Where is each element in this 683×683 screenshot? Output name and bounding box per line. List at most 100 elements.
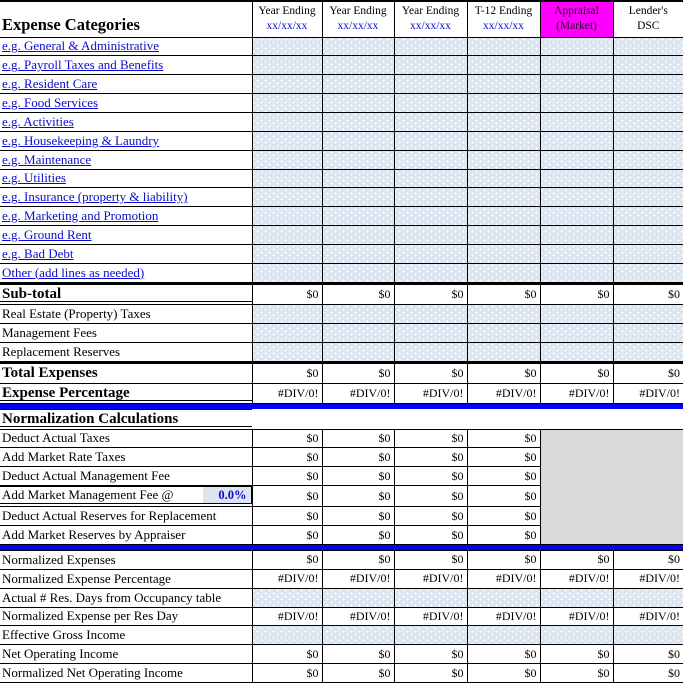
- header-year-ending-2[interactable]: Year Ending xx/xx/xx: [321, 0, 395, 38]
- input-cell[interactable]: [466, 187, 541, 208]
- value-cell[interactable]: $0: [393, 281, 468, 305]
- header-year-ending-1[interactable]: Year Ending xx/xx/xx: [251, 0, 323, 38]
- input-cell[interactable]: [393, 322, 468, 343]
- value-cell[interactable]: $0: [393, 549, 468, 570]
- row-label-cell[interactable]: Total Expenses: [0, 360, 253, 384]
- value-cell[interactable]: $0: [393, 663, 468, 683]
- input-cell[interactable]: [466, 625, 541, 646]
- value-cell[interactable]: #DIV/0!: [612, 568, 683, 589]
- row-label-cell[interactable]: e.g. Housekeeping & Laundry: [0, 130, 253, 151]
- row-label-cell[interactable]: e.g. Utilities: [0, 168, 253, 189]
- value-cell[interactable]: $0: [321, 447, 395, 468]
- value-cell[interactable]: $0: [612, 360, 683, 384]
- row-label-cell[interactable]: Normalized Expense Percentage: [0, 568, 253, 589]
- value-cell[interactable]: #DIV/0!: [539, 382, 614, 404]
- row-label-cell[interactable]: Management Fees: [0, 322, 253, 343]
- input-cell[interactable]: [466, 168, 541, 189]
- row-label-cell[interactable]: Deduct Actual Management Fee: [0, 466, 253, 487]
- value-cell[interactable]: #DIV/0!: [466, 382, 541, 404]
- input-cell[interactable]: [321, 55, 395, 76]
- input-cell[interactable]: [612, 187, 683, 208]
- row-label-cell[interactable]: Add Market Management Fee @ 0.0%: [0, 486, 252, 505]
- input-cell[interactable]: [393, 262, 468, 284]
- value-cell[interactable]: $0: [251, 525, 323, 545]
- value-cell[interactable]: $0: [539, 644, 614, 665]
- value-cell[interactable]: #DIV/0!: [321, 382, 395, 404]
- input-cell[interactable]: [539, 587, 614, 608]
- input-cell[interactable]: [539, 262, 614, 284]
- input-cell[interactable]: [393, 36, 468, 57]
- value-cell[interactable]: $0: [393, 525, 468, 545]
- row-label-cell[interactable]: e.g. Maintenance: [0, 149, 253, 170]
- value-cell[interactable]: #DIV/0!: [321, 568, 395, 589]
- input-cell[interactable]: [393, 168, 468, 189]
- value-cell[interactable]: $0: [251, 466, 323, 487]
- input-cell[interactable]: [612, 55, 683, 76]
- value-cell[interactable]: $0: [251, 644, 323, 665]
- input-cell[interactable]: [251, 93, 323, 113]
- input-cell[interactable]: [466, 303, 541, 324]
- value-cell[interactable]: $0: [393, 428, 468, 449]
- value-cell[interactable]: $0: [466, 506, 541, 527]
- input-cell[interactable]: [321, 187, 395, 208]
- value-cell[interactable]: $0: [466, 663, 541, 683]
- row-label-cell[interactable]: Normalized Expense per Res Day: [0, 606, 253, 627]
- input-cell[interactable]: [393, 111, 468, 132]
- value-cell[interactable]: $0: [466, 644, 541, 665]
- row-label-cell[interactable]: Net Operating Income: [0, 644, 253, 665]
- value-cell[interactable]: $0: [251, 663, 323, 683]
- input-cell[interactable]: [539, 168, 614, 189]
- row-label-cell[interactable]: Add Market Reserves by Appraiser: [0, 525, 253, 545]
- row-label-cell[interactable]: Expense Percentage: [0, 382, 253, 404]
- value-cell[interactable]: #DIV/0!: [321, 606, 395, 627]
- input-cell[interactable]: [251, 130, 323, 151]
- input-cell[interactable]: [612, 303, 683, 324]
- header-expense-categories[interactable]: Expense Categories: [0, 0, 253, 38]
- row-label-cell[interactable]: Deduct Actual Taxes: [0, 428, 253, 449]
- input-cell[interactable]: [612, 130, 683, 151]
- value-cell[interactable]: $0: [251, 428, 323, 449]
- value-cell[interactable]: $0: [393, 447, 468, 468]
- value-cell[interactable]: $0: [321, 644, 395, 665]
- row-label-cell[interactable]: Other (add lines as needed): [0, 262, 253, 284]
- input-cell[interactable]: [321, 130, 395, 151]
- value-cell[interactable]: $0: [321, 525, 395, 545]
- input-cell[interactable]: [251, 243, 323, 264]
- row-label-cell[interactable]: e.g. Bad Debt: [0, 243, 253, 264]
- row-label-cell[interactable]: Normalized Net Operating Income: [0, 663, 253, 683]
- input-cell[interactable]: [466, 36, 541, 57]
- input-cell[interactable]: [466, 206, 541, 227]
- value-cell[interactable]: $0: [393, 506, 468, 527]
- input-cell[interactable]: [612, 262, 683, 284]
- row-label-cell[interactable]: e.g. Food Services: [0, 93, 253, 113]
- input-cell[interactable]: [539, 625, 614, 646]
- input-cell[interactable]: [321, 322, 395, 343]
- input-cell[interactable]: [466, 93, 541, 113]
- input-cell[interactable]: [321, 206, 395, 227]
- input-cell[interactable]: [393, 303, 468, 324]
- input-cell[interactable]: [539, 74, 614, 95]
- input-cell[interactable]: [539, 130, 614, 151]
- value-cell[interactable]: #DIV/0!: [539, 606, 614, 627]
- input-cell[interactable]: [251, 262, 323, 284]
- input-cell[interactable]: [251, 74, 323, 95]
- row-label-cell[interactable]: Replacement Reserves: [0, 341, 253, 363]
- input-cell[interactable]: [612, 587, 683, 608]
- input-cell[interactable]: [321, 149, 395, 170]
- input-cell[interactable]: [466, 341, 541, 363]
- value-cell[interactable]: $0: [466, 485, 541, 508]
- input-cell[interactable]: [466, 130, 541, 151]
- input-cell[interactable]: [321, 93, 395, 113]
- input-cell[interactable]: [466, 55, 541, 76]
- row-label-cell[interactable]: e.g. General & Administrative: [0, 36, 253, 57]
- value-cell[interactable]: $0: [466, 281, 541, 305]
- input-cell[interactable]: [539, 225, 614, 245]
- input-cell[interactable]: [321, 243, 395, 264]
- row-label-cell[interactable]: Real Estate (Property) Taxes: [0, 303, 253, 324]
- input-cell[interactable]: [251, 341, 323, 363]
- input-cell[interactable]: [466, 587, 541, 608]
- input-cell[interactable]: [321, 36, 395, 57]
- input-cell[interactable]: [539, 206, 614, 227]
- input-cell[interactable]: [466, 322, 541, 343]
- value-cell[interactable]: #DIV/0!: [466, 568, 541, 589]
